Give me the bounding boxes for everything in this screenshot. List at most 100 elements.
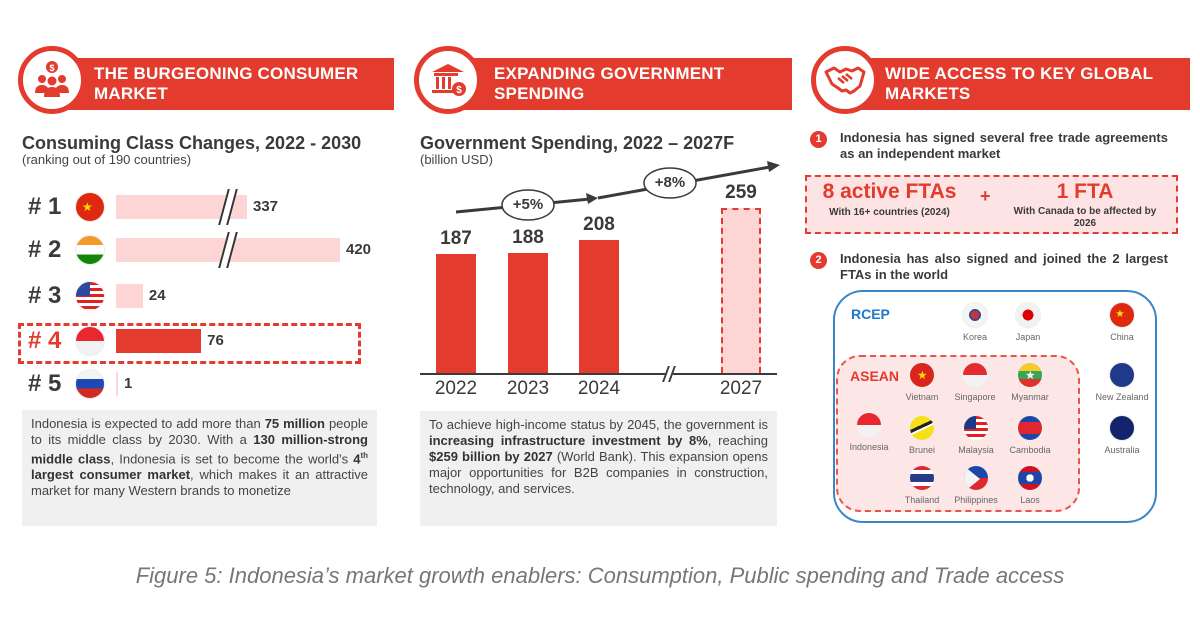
- flag-china-icon: ★: [1109, 302, 1135, 328]
- chart2-title: Government Spending, 2022 – 2027F: [420, 133, 735, 153]
- rcep-box: [833, 290, 1157, 523]
- text: (World Bank). This expansion opens major…: [429, 449, 768, 496]
- flag-indonesia-icon: [856, 412, 882, 438]
- flag-india-icon: [75, 235, 105, 265]
- chart1-subtitle: (ranking out of 190 countries): [22, 152, 192, 167]
- country-label: Philippines: [954, 495, 998, 505]
- text: Indonesia is expected to add more than: [31, 416, 265, 431]
- bar: [508, 253, 548, 373]
- text-bold: largest consumer market: [31, 467, 191, 483]
- country-label: Brunei: [908, 445, 935, 455]
- bar-value: 1: [124, 375, 133, 392]
- country-label: Singapore: [954, 392, 996, 402]
- flag-china-icon: ★: [75, 192, 105, 222]
- chart2-subtitle: (billion USD): [420, 152, 493, 167]
- fta-active-count: 8 active FTAs: [822, 180, 957, 203]
- bar-value: 420: [346, 241, 372, 258]
- flag-russia-icon: [75, 369, 105, 399]
- star-icon: ★: [1025, 369, 1036, 383]
- flag-thailand-icon: [909, 465, 935, 491]
- country-label: Thailand: [904, 495, 940, 505]
- flag-japan-icon: [1015, 302, 1041, 328]
- flag-singapore-icon: [962, 362, 988, 388]
- flag-malaysia-icon: [963, 415, 989, 441]
- growth-label-5: +5%: [512, 196, 544, 213]
- country-label: Australia: [1104, 445, 1140, 455]
- item-number-2: 2: [810, 252, 827, 269]
- consumers-dollar-icon: $: [18, 46, 86, 114]
- bar: [116, 329, 202, 353]
- text: , reaching: [707, 433, 768, 448]
- country-label: Laos: [1020, 495, 1040, 505]
- x-axis-line: [420, 373, 777, 375]
- fta-item-2: Indonesia has also signed and joined the…: [840, 251, 1168, 282]
- bar-value: 337: [253, 198, 279, 215]
- bar: [436, 253, 476, 373]
- bar: [116, 284, 143, 308]
- text: people to its middle class by 2030. With…: [31, 416, 368, 447]
- flag-indonesia-icon: [75, 326, 105, 356]
- chart1-title: Consuming Class Changes, 2022 - 2030: [22, 133, 362, 153]
- country-label: New Zealand: [1095, 392, 1149, 402]
- svg-text:$: $: [456, 85, 462, 96]
- rank-label: # 2: [28, 236, 62, 263]
- fta-canada-count: 1 FTA: [1056, 180, 1114, 203]
- government-text: To achieve high-income status by 2045, t…: [420, 411, 777, 526]
- fta-summary-box: [805, 175, 1178, 234]
- country-label: Malaysia: [958, 445, 994, 455]
- flag-australia-icon: [1109, 415, 1135, 441]
- figure-caption: Figure 5: Indonesia’s market growth enab…: [135, 563, 1065, 588]
- bar-value: 24: [148, 287, 166, 304]
- growth-label-8: +8%: [654, 174, 686, 191]
- star-icon: ★: [1115, 309, 1125, 321]
- fta-canada-note: With Canada to be affected by 2026: [1013, 206, 1157, 229]
- bar-value: 208: [583, 214, 615, 236]
- fta-item-1: Indonesia has signed several free trade …: [840, 130, 1168, 161]
- country-label: Indonesia: [849, 442, 889, 452]
- text: To achieve high-income status by 2045, t…: [429, 417, 768, 432]
- country-label: Vietnam: [905, 392, 939, 402]
- highlight-box: [18, 323, 361, 364]
- bar: [116, 372, 118, 396]
- rank-label: # 4: [28, 327, 62, 354]
- flag-usa-icon: [75, 281, 105, 311]
- fta-active-note: With 16+ countries (2024): [829, 207, 950, 218]
- flag-cambodia-icon: [1017, 415, 1043, 441]
- consumer-text: Indonesia is expected to add more than 7…: [22, 410, 377, 526]
- bar-value: 188: [512, 227, 544, 249]
- text: , Indonesia is set to become the world's: [110, 451, 354, 467]
- flag-korea-icon: [962, 302, 988, 328]
- text-bold: $259 billion by 2027: [429, 449, 553, 464]
- flag-vietnam-icon: ★: [909, 362, 935, 388]
- rcep-label: RCEP: [851, 306, 890, 322]
- svg-text:$: $: [49, 63, 54, 73]
- text-bold: increasing infrastructure investment by …: [429, 433, 708, 448]
- flag-laos-icon: [1017, 465, 1043, 491]
- x-tick-label: 2023: [506, 378, 550, 399]
- item-number-1: 1: [810, 131, 827, 148]
- flag-nz-icon: [1109, 362, 1135, 388]
- text-sup: th: [360, 451, 369, 460]
- country-label: China: [1110, 332, 1134, 342]
- bar: [721, 208, 761, 373]
- text-bold: 130 million-strong middle class: [31, 432, 368, 467]
- country-label: Japan: [1015, 332, 1041, 342]
- x-tick-label: 2027: [719, 378, 763, 399]
- text-bold: 75 million: [264, 416, 325, 431]
- bar: [579, 240, 619, 373]
- star-icon: ★: [82, 200, 93, 215]
- bar-value: 259: [725, 182, 757, 203]
- bar-value: 187: [440, 227, 472, 249]
- x-tick-label: 2022: [434, 378, 478, 399]
- government-building-money-icon: $: [414, 46, 482, 114]
- country-label: Cambodia: [1009, 445, 1051, 455]
- flag-myanmar-icon: ★: [1017, 362, 1043, 388]
- star-icon: ★: [917, 369, 928, 383]
- country-label: Korea: [962, 332, 988, 342]
- country-label: Myanmar: [1011, 392, 1049, 402]
- text-bold: 4: [353, 451, 361, 467]
- text: , which makes it an attractive market fo…: [31, 467, 368, 499]
- global-markets-banner: WIDE ACCESS TO KEY GLOBAL MARKETS: [855, 58, 1190, 110]
- consumer-market-banner: THE BURGEONING CONSUMER MARKET: [60, 58, 394, 110]
